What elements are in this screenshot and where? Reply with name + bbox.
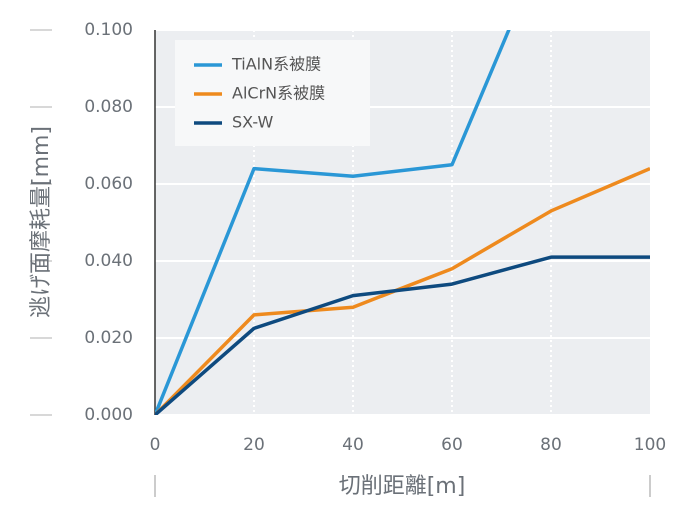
x-axis-title: 切削距離[m] [339, 474, 466, 499]
legend: TiAlN系被膜 AlCrN系被膜 SX-W [175, 40, 370, 146]
x-tick-label: 80 [540, 435, 562, 455]
x-tick-label: 60 [441, 435, 463, 455]
labels: 0.000 0.020 0.040 0.060 0.080 0.100 0 20 40 60 80 1… [84, 20, 666, 455]
legend-label: SX-W [232, 113, 273, 132]
y-tick-label: 0.040 [84, 251, 133, 271]
series-line [155, 255, 650, 415]
y-tick-label: 0.060 [84, 174, 133, 194]
x-tick-label: 0 [150, 435, 161, 455]
lines [155, 30, 650, 415]
x-tick-label: 20 [243, 435, 265, 455]
y-axis-title: 逃げ面摩耗量[mm] [29, 126, 54, 318]
x-tick-label: 100 [634, 435, 666, 455]
y-tick-label: 0.080 [84, 97, 133, 117]
legend-label: TiAlN系被膜 [231, 55, 321, 74]
series-line [155, 166, 650, 415]
y-tick-label: 0.100 [84, 20, 133, 40]
series-line [155, 30, 511, 415]
y-tick-label: 0.000 [84, 405, 133, 425]
y-tick-label: 0.020 [84, 328, 133, 348]
x-tick-label: 40 [342, 435, 364, 455]
legend-label: AlCrN系被膜 [232, 84, 325, 103]
